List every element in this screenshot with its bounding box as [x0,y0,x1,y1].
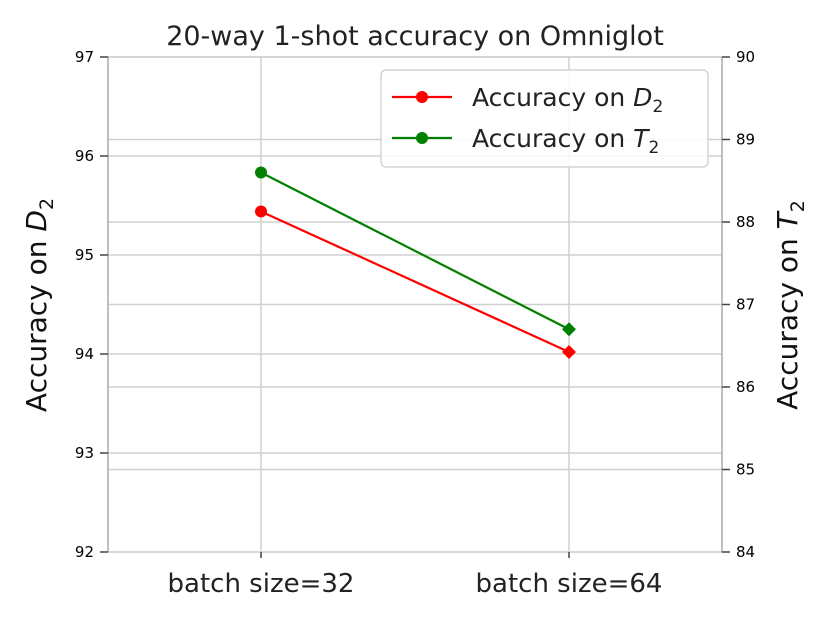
right-tick-label: 90 [736,48,755,66]
legend-label-text: Accuracy on [472,83,633,112]
left-tick-label: 92 [75,543,94,561]
right-tick-label: 86 [736,378,755,396]
left-tick-label: 94 [75,345,94,363]
y-axis-right-label-variable: T [771,210,804,229]
left-tick-label: 96 [75,147,94,165]
y-axis-left-label-text: Accuracy on [20,232,53,413]
legend-label-subscript: 2 [648,138,659,158]
y-axis-right-label-subscript: 2 [787,200,809,212]
series-line-0 [260,210,570,354]
legend-label-subscript: 2 [652,97,663,117]
left-tick-label: 93 [75,444,94,462]
series-1-point-1 [562,322,576,337]
series-0-point-0 [255,205,267,218]
chart-title: 20-way 1-shot accuracy on Omniglot [166,21,664,52]
legend-marker-0 [416,91,428,103]
y-axis-left-label: Accuracy on D2 [20,198,58,412]
right-tick-label: 84 [736,543,755,561]
legend-label-variable: T [633,124,650,153]
right-tick-label: 88 [736,213,755,231]
y-axis-right-label-text: Accuracy on [771,229,804,410]
right-tick-label: 87 [736,296,755,314]
x-tick-label: batch size=64 [476,569,663,599]
y-axis-left-label-variable: D [20,210,53,232]
left-tick-label: 95 [75,246,94,264]
legend-box [380,69,709,168]
right-tick-label: 89 [736,131,755,149]
legend-label-text: Accuracy on [472,124,633,153]
legend-label-1: Accuracy on T2 [472,124,659,158]
left-tick-label: 97 [75,48,94,66]
y-axis-left-label-subscript: 2 [36,198,58,210]
series-0-point-1 [562,345,576,360]
legend-label-0: Accuracy on D2 [472,83,663,117]
legend-marker-1 [416,132,428,144]
right-tick-label: 85 [736,461,755,479]
series-line-1 [260,171,570,331]
legend-label-variable: D [633,83,652,112]
series-1-point-0 [255,166,267,179]
x-tick-label: batch size=32 [168,569,355,599]
y-axis-right-label: Accuracy on T2 [771,200,809,410]
